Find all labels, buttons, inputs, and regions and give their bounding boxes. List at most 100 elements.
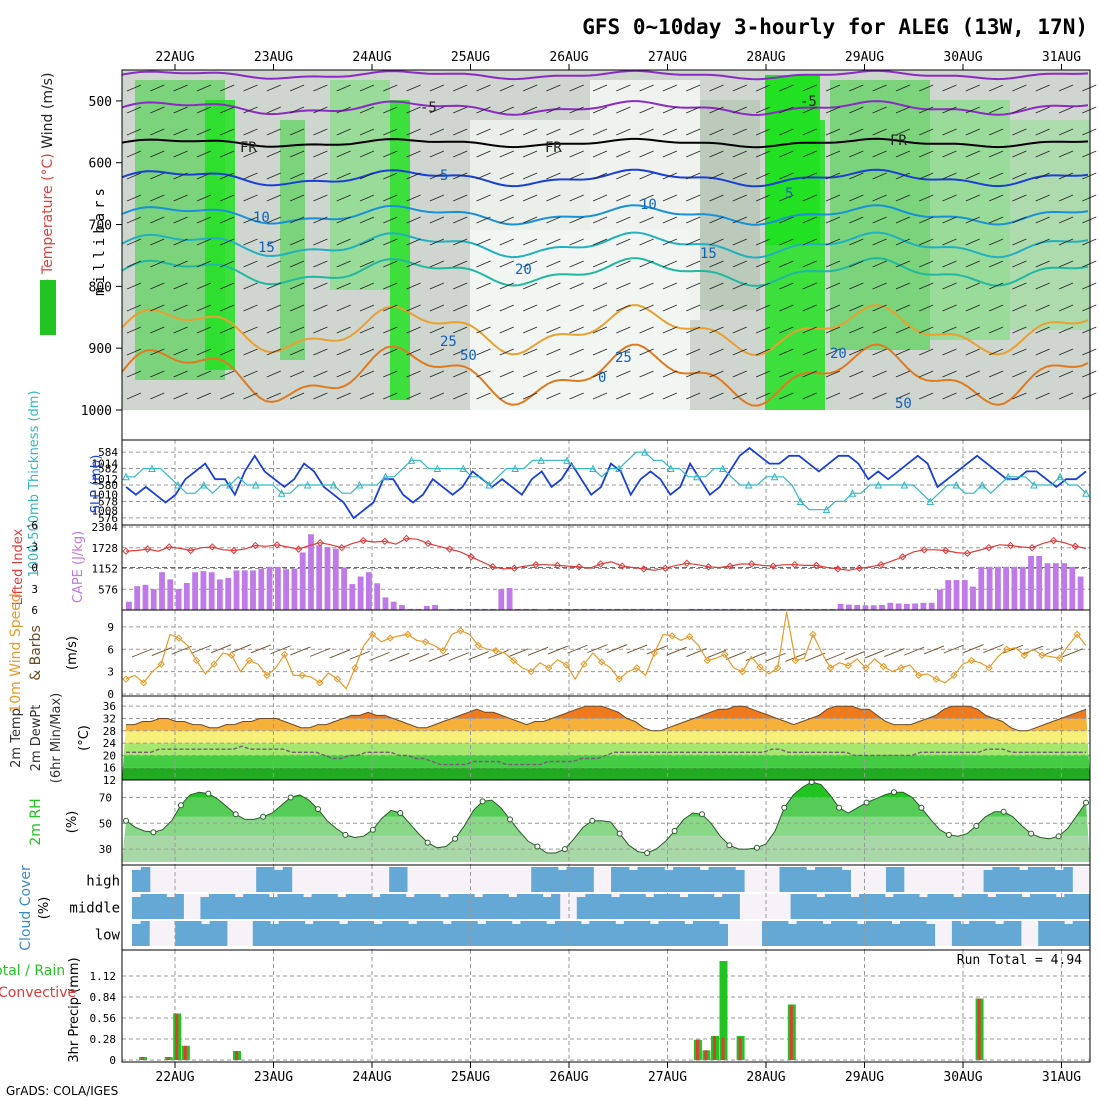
wind-barb: [639, 348, 654, 356]
wind-barb: [196, 238, 212, 246]
wind-barb: [872, 238, 887, 246]
wind-speed-marker: [316, 679, 324, 687]
wind-barb: [522, 282, 538, 290]
cloud-cell: [619, 867, 630, 892]
temp-band: [122, 700, 1090, 706]
cloud-cell: [726, 867, 736, 892]
cloud-cell: [713, 897, 723, 919]
wind-barb: [266, 370, 281, 378]
wind-barb: [289, 282, 305, 290]
wind-barb: [173, 370, 188, 378]
precip-conv-bar: [789, 1005, 793, 1061]
wind-barb: [802, 150, 817, 158]
temp-ylabel: 2m DewPt: [29, 705, 44, 772]
cloud-cell: [900, 921, 910, 946]
cloud-cell: [951, 921, 961, 946]
wind-barb: [220, 370, 235, 378]
temp-ylabel: 2m Temp: [9, 708, 24, 768]
wind-speed-marker: [192, 656, 201, 665]
cape-bar: [1052, 563, 1059, 610]
wind-barb: [802, 326, 817, 334]
wind-barb: [616, 172, 631, 180]
thickness-marker: [277, 489, 286, 497]
cape-bar: [639, 608, 645, 610]
wind-barb: [965, 370, 980, 378]
cloud-cell: [209, 894, 219, 919]
cloud-cell: [908, 921, 918, 946]
wind-speed-marker: [879, 662, 888, 671]
wind-speed-marker: [932, 675, 940, 683]
cloud-cell: [465, 894, 475, 919]
temp-band: [122, 755, 1090, 768]
cloud-cell: [278, 921, 288, 946]
cloud-cell: [682, 867, 692, 892]
date-label-top: 29AUG: [845, 50, 884, 65]
wind-barb: [336, 282, 351, 290]
wind-barb: [336, 172, 351, 180]
wind-barb: [499, 238, 514, 246]
wind-barb: [126, 370, 142, 378]
wind-barb: [1082, 282, 1097, 290]
wind-barb: [825, 304, 841, 312]
temp-tick-label: 36: [103, 700, 116, 713]
contour-label: 25: [615, 350, 632, 366]
wind-barb: [1035, 304, 1050, 312]
wind-barb: [1082, 216, 1097, 224]
wind-barb: [1035, 84, 1050, 92]
cloud-cell: [328, 894, 338, 919]
cape-bar: [1036, 556, 1043, 610]
wind-barb: [1082, 370, 1097, 378]
wind-barb: [802, 194, 817, 202]
cloud-cell: [833, 894, 843, 919]
temp-band: [122, 743, 1090, 756]
wind-speed-marker: [157, 660, 165, 668]
temp-tick-label: 16: [103, 762, 116, 775]
wind-barb: [289, 128, 305, 136]
cloud-cell: [397, 894, 407, 919]
cloud-cell: [563, 921, 573, 946]
wind-barb-10m: [706, 649, 727, 659]
wind-barb: [546, 304, 561, 312]
wind-barb: [1082, 392, 1097, 400]
cloud-cell: [1038, 894, 1048, 919]
precip-conv-bar: [738, 1037, 742, 1060]
wind-barb: [639, 260, 654, 268]
cloud-cell: [540, 867, 550, 892]
cloud-cell: [730, 894, 740, 919]
wind-barb: [126, 348, 142, 356]
cloud-cell: [1003, 921, 1013, 946]
wind-barb: [709, 326, 724, 334]
wind-barb: [1035, 348, 1050, 356]
wind-barb-10m: [389, 652, 410, 662]
wind-barb: [243, 150, 258, 158]
wind-barb: [616, 370, 631, 378]
wind-barb: [126, 84, 142, 92]
cloud-cell: [628, 894, 638, 919]
lifted-marker: [532, 560, 540, 569]
wind-barb: [243, 84, 258, 92]
contour-label: 15: [700, 246, 717, 262]
rh-marker: [205, 790, 212, 797]
lifted-marker: [445, 545, 454, 553]
lifted-marker: [402, 534, 411, 543]
wind-barb: [592, 392, 608, 400]
wind-barb: [453, 238, 468, 246]
wind-barb: [499, 84, 514, 92]
date-label-bottom: 25AUG: [451, 1070, 490, 1085]
lifted-marker: [1071, 542, 1079, 550]
lifted-marker: [1028, 543, 1036, 552]
cloud-cell: [575, 867, 585, 892]
wind-barb: [243, 238, 258, 246]
wind-speed-marker: [492, 647, 500, 655]
wind-barb: [662, 304, 678, 312]
date-label-bottom: 26AUG: [549, 1070, 588, 1085]
wind-barb: [919, 326, 934, 334]
cloud-cell: [632, 921, 642, 946]
wind-barb: [639, 172, 654, 180]
wind-barb: [313, 370, 328, 378]
wind-barb: [709, 348, 724, 356]
wind-barb: [453, 326, 468, 334]
wind-barb: [220, 128, 235, 136]
wind-barb: [243, 216, 258, 224]
